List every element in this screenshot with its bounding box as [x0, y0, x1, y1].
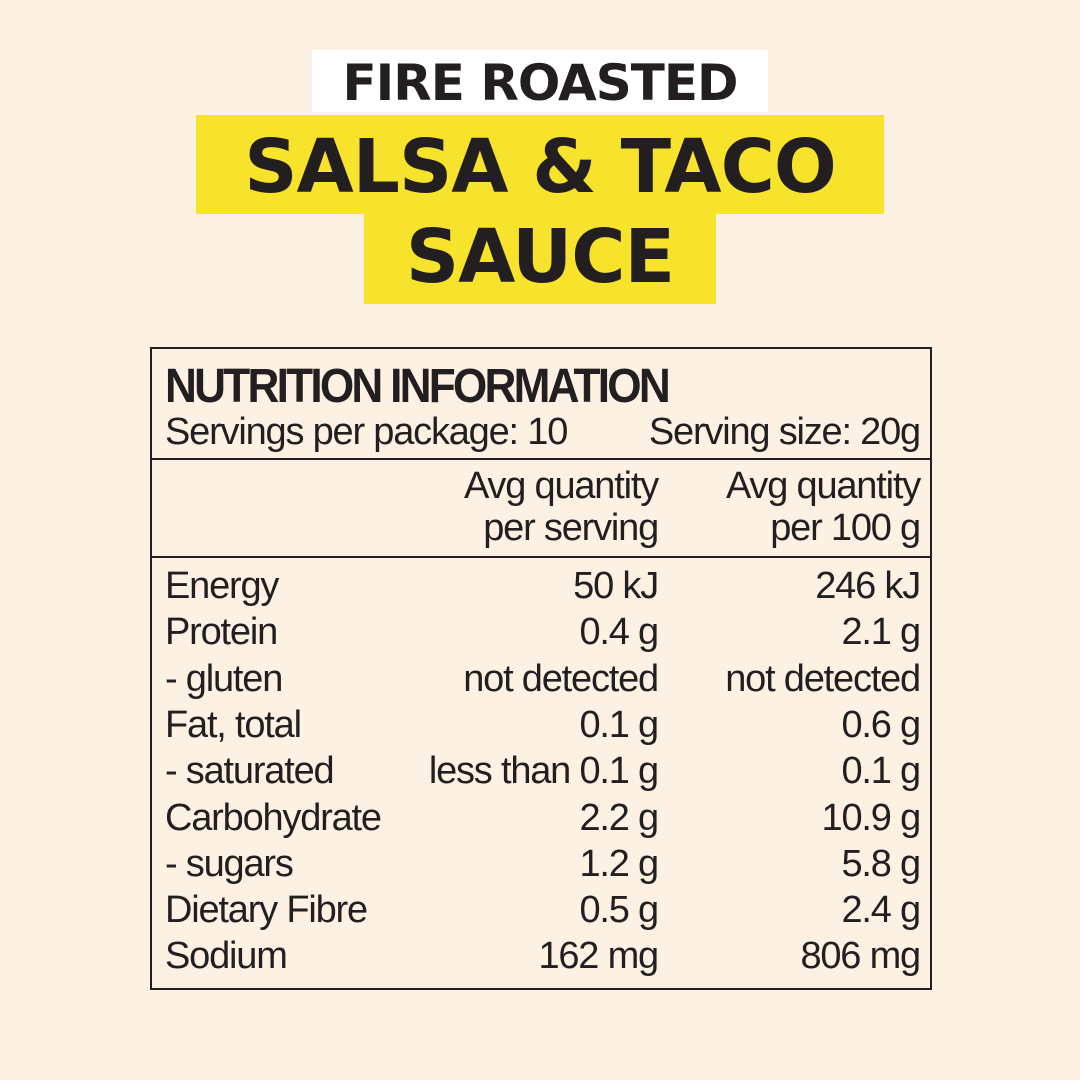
per-serving-value: 0.4 g [579, 611, 659, 654]
nutrition-panel: NUTRITION INFORMATION Servings per packa… [150, 347, 932, 990]
per-serving-value: 0.1 g [579, 703, 659, 746]
per-100g-value: 2.4 g [841, 889, 921, 932]
nutrient-label: - saturated [165, 750, 335, 793]
per-100g-value: 10.9 g [821, 796, 922, 839]
servings-per-package: Servings per package: 10 [165, 411, 568, 453]
table-row: Fat, total 0.1 g 0.6 g [165, 702, 921, 748]
per-serving-value: 162 mg [538, 935, 659, 978]
col-header-per-100g: Avg quantity per 100 g [725, 465, 921, 549]
table-row: Sodium 162 mg 806 mg [165, 933, 921, 979]
nutrient-label: Carbohydrate [165, 796, 382, 839]
divider [152, 556, 930, 558]
per-100g-value: 5.8 g [841, 842, 921, 885]
col-header-line: Avg quantity [725, 465, 921, 507]
serving-size: Serving size: 20g [648, 411, 921, 453]
panel-heading: NUTRITION INFORMATION [165, 360, 671, 413]
divider [152, 458, 930, 460]
col-header-per-serving: Avg quantity per serving [463, 465, 659, 549]
nutrient-label: Protein [165, 611, 278, 654]
title-line-3: SAUCE [364, 213, 716, 304]
table-row: Protein 0.4 g 2.1 g [165, 609, 921, 655]
per-serving-value: less than 0.1 g [428, 750, 659, 793]
table-row: Dietary Fibre 0.5 g 2.4 g [165, 887, 921, 933]
per-serving-value: 1.2 g [579, 842, 659, 885]
nutrient-label: Energy [165, 565, 279, 607]
nutrient-label: - sugars [165, 842, 294, 885]
per-100g-value: 0.6 g [841, 703, 921, 746]
col-header-line: per 100 g [770, 507, 921, 549]
nutrient-label: Fat, total [165, 703, 302, 746]
per-serving-value: 0.5 g [579, 889, 659, 932]
per-100g-value: not detected [725, 657, 921, 700]
table-row: Carbohydrate 2.2 g 10.9 g [165, 795, 922, 841]
nutrient-label: Sodium [165, 935, 288, 978]
title-line-2: SALSA & TACO [196, 115, 884, 214]
per-serving-value: 50 kJ [573, 565, 659, 607]
table-row: - gluten not detected not detected [165, 656, 921, 702]
per-100g-value: 246 kJ [815, 565, 921, 607]
col-header-line: Avg quantity [463, 465, 659, 507]
col-header-line: per serving [483, 507, 659, 549]
per-serving-value: 2.2 g [579, 796, 659, 839]
table-row: Energy 50 kJ 246 kJ [165, 563, 921, 609]
per-100g-value: 2.1 g [841, 611, 921, 654]
per-serving-value: not detected [463, 657, 659, 700]
title-line-1: FIRE ROASTED [312, 50, 768, 112]
nutrient-label: Dietary Fibre [165, 889, 368, 932]
per-100g-value: 0.1 g [841, 750, 921, 793]
table-row: - sugars 1.2 g 5.8 g [165, 841, 921, 887]
table-row: - saturated less than 0.1 g 0.1 g [165, 748, 921, 794]
nutrient-label: - gluten [165, 657, 283, 700]
per-100g-value: 806 mg [800, 935, 921, 978]
